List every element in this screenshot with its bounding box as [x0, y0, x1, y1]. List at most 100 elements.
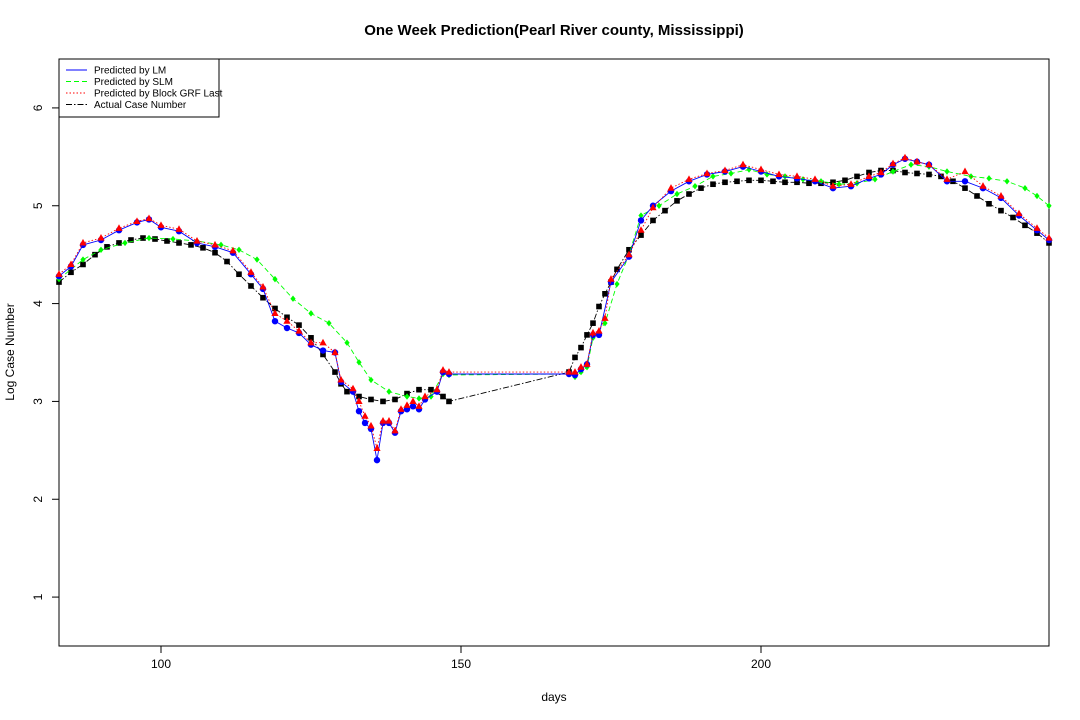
- data-point: [1045, 234, 1053, 241]
- data-point: [703, 169, 711, 177]
- data-point: [164, 238, 170, 244]
- data-point: [901, 153, 909, 161]
- data-point: [746, 166, 752, 173]
- x-axis: 100 150 200: [151, 646, 771, 671]
- data-point: [758, 177, 764, 184]
- data-point: [962, 185, 968, 191]
- series-layer: [55, 153, 1053, 464]
- data-point: [692, 182, 698, 190]
- data-point: [416, 386, 422, 393]
- series-line: [58, 157, 1050, 449]
- data-point: [638, 232, 644, 238]
- data-point: [271, 317, 279, 325]
- data-point: [997, 191, 1005, 199]
- series-1: [56, 161, 1052, 402]
- data-point: [229, 246, 237, 254]
- data-point: [1033, 224, 1041, 231]
- data-point: [728, 170, 734, 177]
- data-point: [974, 193, 980, 199]
- data-point: [650, 217, 656, 224]
- series-line: [58, 158, 1050, 461]
- data-point: [764, 171, 770, 178]
- data-point: [944, 168, 950, 175]
- y-tick-label: 1: [31, 593, 45, 600]
- x-tick-label: 200: [751, 657, 771, 671]
- data-point: [775, 170, 783, 178]
- data-point: [842, 177, 848, 184]
- data-point: [577, 363, 585, 370]
- y-tick-label: 5: [31, 202, 45, 209]
- y-axis-title: Log Case Number: [3, 303, 17, 400]
- legend-label: Predicted by Block GRF Last: [94, 89, 223, 100]
- y-tick-label: 6: [31, 104, 45, 111]
- data-point: [602, 291, 608, 297]
- data-point: [584, 332, 590, 338]
- data-point: [319, 347, 327, 354]
- data-point: [97, 234, 105, 241]
- y-tick-label: 2: [31, 496, 45, 503]
- data-point: [193, 236, 201, 244]
- data-point: [979, 182, 987, 189]
- data-point: [146, 234, 152, 242]
- data-point: [571, 368, 579, 375]
- data-point: [356, 359, 362, 366]
- data-point: [218, 241, 224, 249]
- data-point: [902, 169, 908, 176]
- data-point: [938, 173, 944, 180]
- data-point: [596, 303, 602, 310]
- data-point: [649, 203, 657, 211]
- y-tick-label: 4: [31, 300, 45, 307]
- data-point: [770, 178, 776, 185]
- data-point: [122, 239, 128, 247]
- data-point: [782, 179, 788, 186]
- data-point: [344, 339, 350, 346]
- data-point: [637, 226, 645, 233]
- data-point: [446, 398, 452, 405]
- data-point: [782, 173, 788, 180]
- data-point: [337, 375, 345, 383]
- data-point: [248, 283, 254, 289]
- data-point: [1034, 192, 1040, 200]
- data-point: [211, 240, 219, 248]
- data-point: [614, 280, 620, 288]
- data-point: [176, 240, 182, 246]
- data-point: [925, 160, 933, 168]
- data-point: [98, 246, 104, 253]
- data-point: [367, 421, 375, 429]
- data-point: [961, 167, 969, 175]
- data-point: [379, 416, 387, 424]
- legend-label: Predicted by SLM: [94, 77, 173, 88]
- data-point: [698, 185, 704, 191]
- legend-box: [58, 58, 220, 118]
- data-point: [272, 305, 278, 312]
- data-point: [80, 256, 86, 263]
- data-point: [386, 388, 392, 395]
- data-point: [308, 335, 314, 341]
- series-line: [58, 164, 1050, 399]
- data-point: [439, 366, 447, 373]
- x-axis-title: days: [541, 690, 566, 704]
- data-point: [320, 351, 326, 358]
- data-point: [998, 207, 1004, 214]
- data-point: [854, 173, 860, 180]
- data-point: [626, 246, 632, 253]
- data-point: [140, 235, 146, 241]
- data-point: [361, 412, 369, 419]
- data-point: [877, 168, 885, 176]
- data-point: [865, 172, 873, 179]
- data-point: [914, 170, 920, 177]
- data-point: [175, 225, 183, 232]
- data-point: [391, 426, 399, 434]
- data-point: [710, 181, 716, 188]
- data-point: [806, 180, 812, 187]
- data-point: [415, 402, 423, 409]
- x-tick-label: 100: [151, 657, 171, 671]
- legend-label: Actual Case Number: [94, 100, 187, 111]
- data-point: [344, 388, 350, 395]
- data-point: [67, 260, 75, 268]
- data-point: [68, 269, 74, 276]
- data-point: [602, 319, 608, 327]
